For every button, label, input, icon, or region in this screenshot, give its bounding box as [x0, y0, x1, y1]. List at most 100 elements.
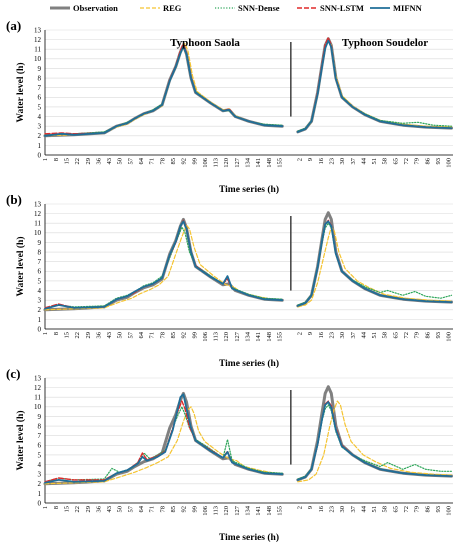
x-tick-label: 92: [181, 332, 188, 339]
x-tick-label: 127: [234, 331, 241, 342]
x-tick-label: 106: [202, 157, 209, 168]
y-tick-label: 8: [38, 248, 42, 256]
x-tick-label: 37: [350, 157, 357, 164]
x-tick-label: 43: [106, 158, 113, 165]
y-tick-label: 13: [34, 26, 42, 34]
x-tick-label: 93: [435, 506, 442, 513]
x-tick-label: 86: [424, 157, 431, 164]
legend-label: SNN-LSTM: [320, 3, 364, 13]
x-tick-label: 8: [53, 158, 60, 161]
y-tick-label: 9: [38, 65, 42, 73]
y-tick-label: 13: [34, 374, 42, 382]
y-tick-label: 3: [38, 297, 42, 305]
x-tick-label: 51: [371, 158, 378, 165]
x-tick-label: 15: [63, 158, 70, 165]
legend-label: REG: [163, 3, 182, 13]
series-line-soudelor-reg: [297, 400, 453, 483]
x-tick-label: 36: [95, 157, 102, 164]
y-tick-label: 0: [38, 499, 42, 507]
x-tick-label: 155: [276, 506, 283, 516]
y-tick-label: 8: [38, 422, 42, 430]
x-tick-label: 79: [414, 506, 421, 513]
x-tick-label: 2: [297, 332, 304, 335]
series-line-saola-snn-dense: [44, 226, 283, 310]
y-tick-label: 7: [38, 432, 42, 440]
y-tick-label: 2: [38, 480, 42, 488]
y-tick-label: 9: [38, 413, 42, 421]
x-tick-label: 86: [424, 505, 431, 512]
x-tick-label: 100: [446, 332, 453, 342]
y-tick-label: 4: [38, 287, 42, 295]
y-tick-label: 0: [38, 151, 42, 159]
x-tick-label: 78: [159, 158, 166, 165]
panel-label: (b): [6, 192, 22, 207]
y-tick-label: 7: [38, 84, 42, 92]
x-tick-label: 78: [159, 332, 166, 339]
event-title-saola: Typhoon Saola: [170, 37, 240, 49]
x-tick-label: 79: [414, 332, 421, 339]
x-tick-label: 65: [392, 332, 399, 339]
x-tick-label: 29: [85, 506, 92, 513]
x-tick-label: 51: [371, 506, 378, 513]
y-tick-label: 12: [34, 210, 42, 218]
legend-entry-observation: Observation: [50, 3, 118, 13]
x-tick-label: 15: [63, 506, 70, 513]
y-tick-label: 3: [38, 471, 42, 479]
x-tick-label: 85: [170, 332, 177, 339]
x-tick-label: 43: [106, 506, 113, 513]
series-line-soudelor-mifnn: [296, 220, 453, 307]
y-tick-label: 12: [34, 384, 42, 392]
y-tick-label: 10: [34, 55, 42, 63]
x-tick-label: 16: [318, 505, 325, 512]
legend-label: Observation: [73, 3, 118, 13]
x-tick-label: 22: [74, 506, 81, 513]
y-tick-label: 7: [38, 258, 42, 266]
x-tick-label: 86: [424, 331, 431, 338]
x-tick-label: 85: [170, 158, 177, 165]
x-tick-label: 23: [329, 506, 336, 513]
x-tick-label: 64: [138, 331, 145, 338]
x-tick-label: 2: [297, 506, 304, 509]
x-tick-label: 64: [138, 157, 145, 164]
x-tick-label: 93: [435, 332, 442, 339]
x-tick-label: 65: [392, 506, 399, 513]
y-axis-label: Water level (h): [15, 237, 26, 297]
x-tick-label: 1: [42, 158, 49, 161]
x-tick-label: 44: [360, 331, 367, 338]
panel-label: (c): [6, 366, 20, 381]
x-tick-label: 58: [382, 506, 389, 513]
x-tick-label: 71: [149, 506, 156, 513]
y-tick-label: 6: [38, 442, 42, 450]
x-axis-label: Time series (h): [219, 184, 279, 195]
x-tick-label: 44: [360, 157, 367, 164]
x-tick-label: 57: [127, 157, 134, 164]
x-tick-label: 100: [446, 506, 453, 516]
legend-label: SNN-Dense: [238, 3, 280, 13]
x-tick-label: 93: [435, 158, 442, 165]
y-tick-label: 9: [38, 239, 42, 247]
x-tick-label: 100: [446, 158, 453, 168]
x-tick-label: 30: [339, 332, 346, 339]
x-tick-label: 120: [223, 506, 230, 516]
series-line-saola-mifnn: [44, 45, 284, 137]
y-axis-label: Water level (h): [15, 63, 26, 123]
x-tick-label: 127: [234, 157, 241, 168]
legend: Observation REG SNN-Dense SNN-LSTM MIFNN: [50, 3, 423, 13]
x-tick-label: 106: [202, 331, 209, 342]
x-tick-label: 8: [53, 332, 60, 335]
x-tick-label: 92: [181, 158, 188, 165]
x-tick-label: 99: [191, 332, 198, 339]
y-tick-label: 8: [38, 74, 42, 82]
x-tick-label: 37: [350, 505, 357, 512]
legend-entry-snn-dense: SNN-Dense: [215, 3, 280, 13]
y-tick-label: 13: [34, 200, 42, 208]
x-tick-label: 57: [127, 331, 134, 338]
x-tick-label: 148: [266, 332, 273, 342]
y-tick-label: 1: [38, 142, 42, 150]
x-tick-label: 72: [403, 332, 410, 339]
x-tick-label: 72: [403, 506, 410, 513]
x-tick-label: 1: [42, 506, 49, 509]
